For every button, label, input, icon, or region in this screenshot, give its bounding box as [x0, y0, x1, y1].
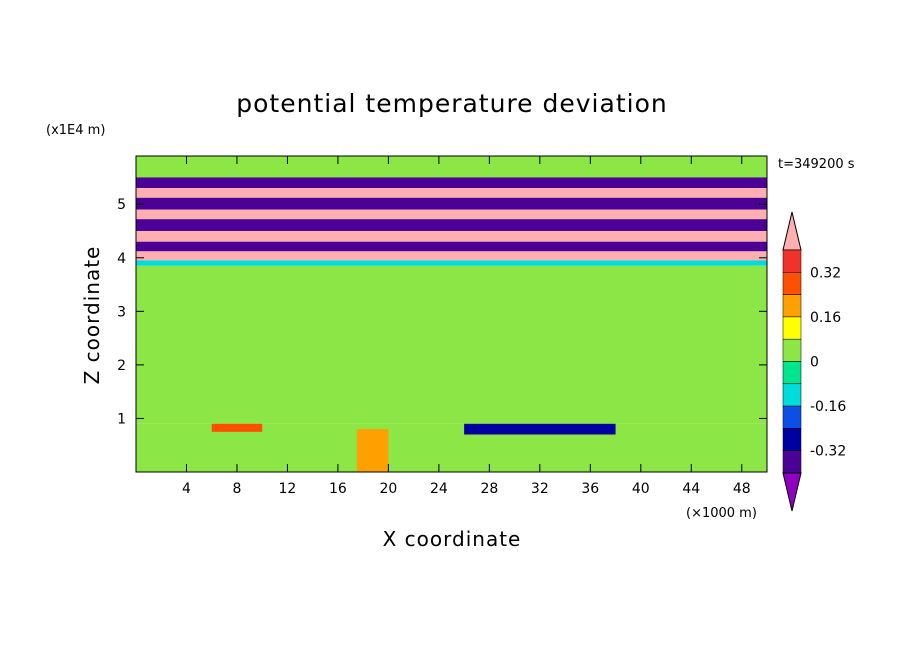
y-tick-label: 4 [117, 251, 126, 267]
x-tick-label: 24 [430, 481, 448, 497]
x-tick-label: 4 [182, 481, 191, 497]
x-tick-label: 12 [279, 481, 297, 497]
chart-title: potential temperature deviation [236, 89, 667, 118]
time-label: t=349200 s [778, 157, 855, 172]
x-unit-label: (×1000 m) [686, 506, 757, 521]
plot-frame [135, 155, 768, 473]
x-tick-label: 8 [232, 481, 241, 497]
heatmap-band-10 [136, 265, 767, 424]
colorbar-tick-label: -0.32 [810, 444, 846, 460]
x-tick-label: 28 [480, 481, 498, 497]
y-tick-label: 2 [117, 358, 126, 374]
colorbar-segment [782, 338, 802, 362]
heatmap-band-6 [136, 230, 767, 242]
y-axis-label: Z coordinate [80, 246, 104, 385]
heatmap-band-1 [136, 177, 767, 189]
colorbar-tick-label: -0.16 [810, 399, 846, 415]
colorbar-segment [782, 249, 802, 273]
x-tick-label: 44 [682, 481, 700, 497]
colorbar-top-triangle [782, 211, 802, 251]
colorbar-tick-label: 0.32 [810, 265, 841, 281]
colorbar-tick-label: 0 [810, 355, 819, 371]
colorbar-segment [782, 361, 802, 385]
x-tick-label: 32 [531, 481, 549, 497]
x-axis-label: X coordinate [383, 527, 522, 551]
plot-area [135, 155, 768, 473]
y-tick-label: 3 [117, 304, 126, 320]
colorbar-segment [782, 405, 802, 429]
heatmap-band-0 [136, 156, 767, 178]
heatmap-band-4 [136, 209, 767, 220]
colorbar-bottom-triangle [782, 472, 802, 512]
y-tick-label: 5 [117, 197, 126, 213]
heatmap-band-3 [136, 197, 767, 210]
x-tick-label: 40 [632, 481, 650, 497]
heatmap-band-7 [136, 241, 767, 252]
heatmap-band-5 [136, 219, 767, 231]
x-tick-label: 36 [581, 481, 599, 497]
x-tick-label: 20 [379, 481, 397, 497]
x-tick-label: 48 [733, 481, 751, 497]
heatmap-patch-2 [211, 423, 263, 432]
y-tick-label: 1 [117, 411, 126, 427]
x-tick-label: 16 [329, 481, 347, 497]
heatmap-band-8 [136, 251, 767, 261]
colorbar-segment [782, 272, 802, 295]
y-unit-label: (x1E4 m) [46, 123, 105, 138]
colorbar: 0.32 0.16 0 -0.16 -0.32 [782, 211, 846, 512]
heatmap-band-2 [136, 188, 767, 198]
colorbar-segment [782, 316, 802, 340]
colorbar-segment [782, 450, 802, 474]
colorbar-segment [782, 294, 802, 318]
colorbar-tick-label: 0.16 [810, 310, 841, 326]
heatmap-patch-0 [356, 429, 389, 472]
colorbar-segment [782, 428, 802, 451]
heatmap-patch-1 [464, 423, 616, 435]
colorbar-segment [782, 383, 802, 407]
heatmap-band-9 [136, 260, 767, 266]
